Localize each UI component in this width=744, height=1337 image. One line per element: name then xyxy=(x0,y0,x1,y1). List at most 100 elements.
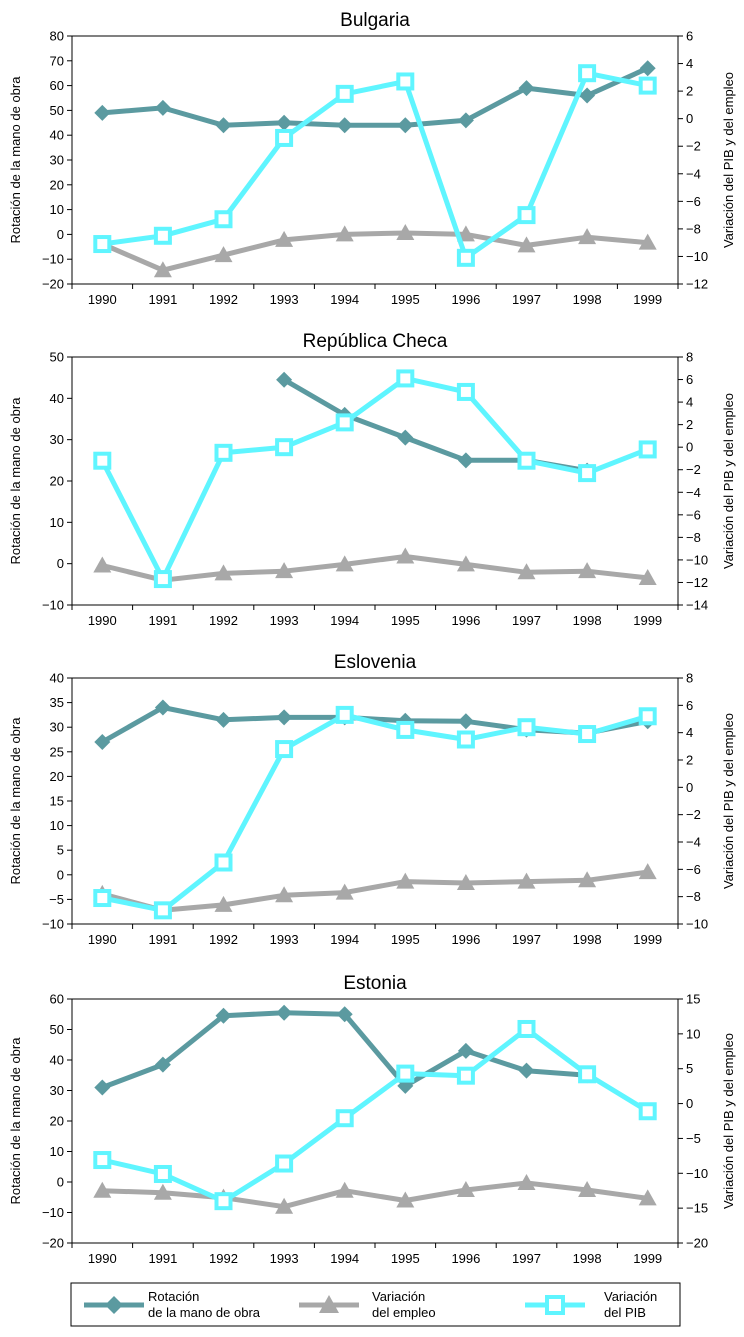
point-turnover xyxy=(457,1042,474,1059)
y2-tick-label: −14 xyxy=(686,598,708,613)
y-tick-label: 40 xyxy=(50,1053,64,1068)
point-gdp xyxy=(396,1064,415,1083)
x-tick-label: 1993 xyxy=(270,292,299,307)
y2-tick-label: 8 xyxy=(686,671,693,686)
x-tick-label: 1992 xyxy=(209,613,238,628)
point-employment xyxy=(396,224,415,241)
point-turnover xyxy=(215,711,232,728)
y-tick-label: 30 xyxy=(50,720,64,735)
plot-frame xyxy=(71,998,679,1244)
point-gdp xyxy=(153,901,172,920)
y2-tick-label: −6 xyxy=(686,194,701,209)
point-gdp xyxy=(456,248,475,267)
legend-employment-label-2: del empleo xyxy=(372,1305,436,1320)
x-tick-label: 1991 xyxy=(148,292,177,307)
panel-0: Bulgaria−20−1001020304050607080−12−10−8−… xyxy=(8,10,736,307)
x-tick-label: 1995 xyxy=(391,1251,420,1266)
series-line-gdp xyxy=(101,70,649,261)
x-tick-label: 1994 xyxy=(330,932,359,947)
point-employment xyxy=(93,556,112,573)
legend-employment-label-1: Variación xyxy=(372,1289,425,1304)
y2-tick-label: 8 xyxy=(686,350,693,365)
y-tick-label: −10 xyxy=(42,1205,64,1220)
point-gdp xyxy=(93,1151,112,1170)
point-turnover xyxy=(276,1004,293,1021)
y-tick-label: 40 xyxy=(50,128,64,143)
point-gdp xyxy=(456,730,475,749)
point-employment xyxy=(638,568,657,585)
x-tick-label: 1997 xyxy=(512,932,541,947)
series-line-gdp xyxy=(101,712,649,913)
point-turnover xyxy=(457,713,474,730)
y2-tick-label: 2 xyxy=(686,753,693,768)
point-turnover xyxy=(336,117,353,134)
legend-turnover-label-1: Rotación xyxy=(148,1289,199,1304)
point-employment xyxy=(335,1181,354,1198)
point-employment xyxy=(517,563,536,580)
y-tick-label: 0 xyxy=(57,227,64,242)
legend-turnover-label-2: de la mano de obra xyxy=(148,1305,261,1320)
panel-1: República Checa−1001020304050−14−12−10−8… xyxy=(8,331,736,628)
y2-tick-label: −12 xyxy=(686,575,708,590)
point-employment xyxy=(214,246,233,263)
point-gdp xyxy=(638,440,657,459)
point-employment xyxy=(578,228,597,245)
y2-tick-label: −4 xyxy=(686,485,701,500)
point-employment xyxy=(275,562,294,579)
point-employment xyxy=(456,874,475,890)
series-turnover xyxy=(94,60,656,134)
series-gdp xyxy=(93,705,657,920)
point-gdp xyxy=(214,853,233,872)
x-tick-label: 1992 xyxy=(209,932,238,947)
point-employment xyxy=(396,872,415,889)
point-turnover xyxy=(154,699,171,716)
point-gdp xyxy=(214,210,233,229)
y-tick-label: −20 xyxy=(42,277,64,292)
point-turnover xyxy=(94,733,111,750)
point-employment xyxy=(275,1197,294,1214)
x-tick-label: 1999 xyxy=(633,932,662,947)
chart-title: Eslovenia xyxy=(334,652,417,673)
legend-entry-gdp: Variación del PIB xyxy=(525,1289,657,1320)
point-gdp xyxy=(93,235,112,254)
point-turnover xyxy=(518,1062,535,1079)
series-employment xyxy=(93,1174,657,1214)
y2-tick-label: −4 xyxy=(686,166,701,181)
point-turnover xyxy=(336,1006,353,1023)
legend-gdp-marker xyxy=(545,1295,565,1315)
point-gdp xyxy=(335,1109,354,1128)
y-tick-label: 60 xyxy=(50,992,64,1007)
panel-3: Estonia −20 −10 0 10 20 30 40 50 60 −20 −15 −10 −5 0 5 1… xyxy=(8,973,736,1266)
y2-tick-label: 6 xyxy=(686,372,693,387)
y2-tick-label: 2 xyxy=(686,84,693,99)
y2-tick-label: 4 xyxy=(686,56,693,71)
point-gdp xyxy=(456,1066,475,1085)
point-gdp xyxy=(578,464,597,483)
point-turnover xyxy=(215,117,232,134)
series-line-turnover xyxy=(282,377,588,474)
point-gdp xyxy=(396,720,415,739)
point-gdp xyxy=(396,72,415,91)
x-tick-label: 1992 xyxy=(209,292,238,307)
x-tick-label: 1994 xyxy=(330,1251,359,1266)
series-employment xyxy=(93,863,657,918)
y2-tick-label: −2 xyxy=(686,807,701,822)
x-tick-label: 1993 xyxy=(270,1251,299,1266)
chart-panels: Bulgaria−20−1001020304050607080−12−10−8−… xyxy=(8,10,736,1266)
y-tick-label: 50 xyxy=(50,350,64,365)
point-turnover xyxy=(276,114,293,131)
point-gdp xyxy=(275,128,294,147)
y2-tick-label: 4 xyxy=(686,725,693,740)
y-tick-label: −5 xyxy=(49,892,64,907)
point-gdp xyxy=(153,226,172,245)
y-tick-label: −20 xyxy=(42,1236,64,1251)
y-tick-label: 15 xyxy=(50,794,64,809)
x-tick-label: 1990 xyxy=(88,932,117,947)
series-turnover xyxy=(94,1004,596,1096)
series-line-turnover xyxy=(102,65,649,128)
point-gdp xyxy=(214,443,233,462)
point-gdp xyxy=(275,1154,294,1173)
x-tick-label: 1999 xyxy=(633,1251,662,1266)
